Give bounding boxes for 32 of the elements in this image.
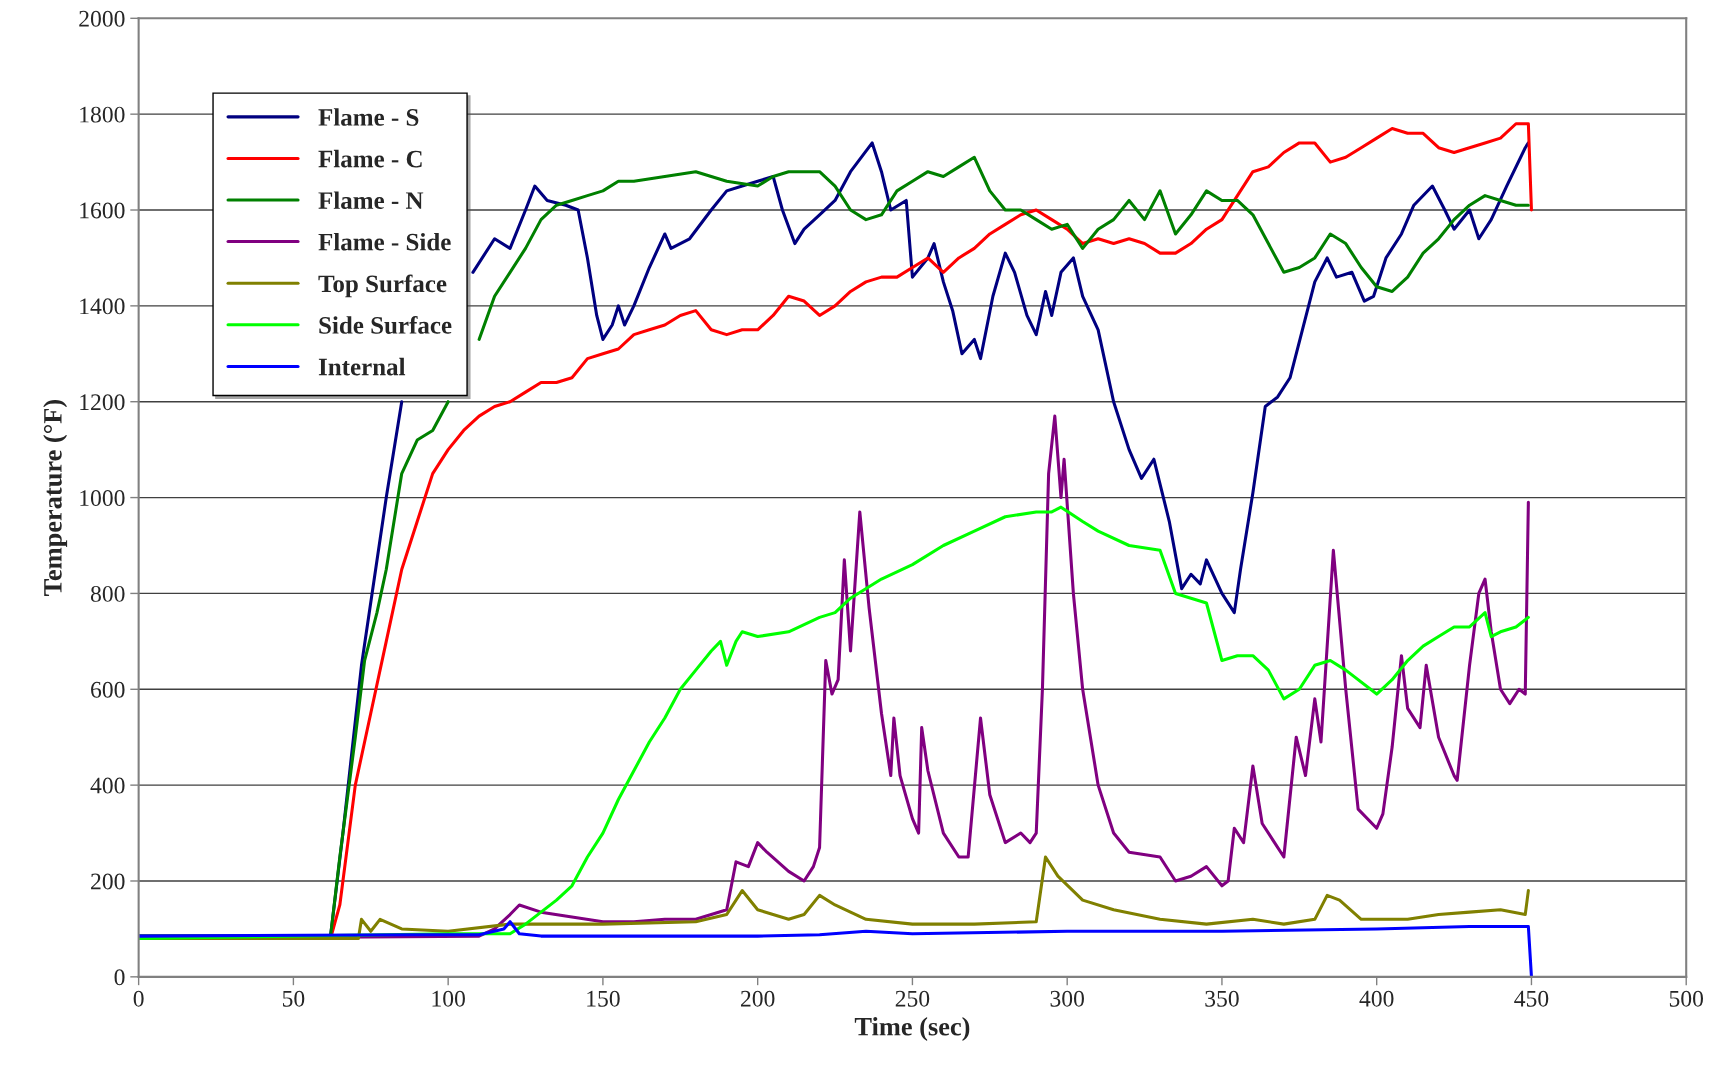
x-tick-label: 400: [1359, 990, 1394, 1007]
x-tick-label: 500: [1669, 990, 1704, 1007]
x-tick-label: 0: [133, 990, 144, 1007]
legend-label: Side Surface: [319, 315, 452, 334]
y-tick-label: 200: [91, 873, 125, 890]
legend-label: Flame - Side: [318, 232, 451, 251]
x-tick-label: 50: [282, 990, 305, 1007]
y-axis-title: Temperature (°F): [43, 400, 68, 596]
y-tick-label: 1800: [80, 106, 125, 123]
x-tick-label: 350: [1205, 990, 1239, 1007]
x-tick-label: 450: [1514, 990, 1549, 1007]
y-tick-label: 800: [90, 585, 125, 602]
legend-label: Flame - N: [318, 191, 424, 210]
y-tick-label: 400: [90, 777, 125, 794]
x-axis-title: Time (sec): [854, 1017, 970, 1041]
y-tick-label: 2000: [79, 10, 125, 27]
x-tick-label: 200: [741, 990, 775, 1007]
legend-label: Flame - S: [318, 108, 419, 126]
y-tick-label: 1400: [80, 298, 125, 315]
y-tick-label: 1000: [80, 490, 125, 506]
legend-label: Internal: [318, 357, 406, 376]
x-tick-label: 150: [587, 990, 620, 1007]
y-tick-label: 0: [114, 969, 125, 986]
legend-label: Top Surface: [318, 274, 447, 298]
legend-label: Flame - C: [318, 149, 422, 168]
x-tick-label: 250: [895, 990, 930, 1007]
y-tick-label: 1200: [80, 394, 125, 411]
y-tick-label: 600: [91, 681, 125, 698]
x-tick-label: 100: [432, 990, 465, 1007]
x-tick-label: 300: [1050, 990, 1084, 1007]
y-tick-label: 1600: [80, 202, 125, 219]
line-series: [138, 920, 1533, 977]
